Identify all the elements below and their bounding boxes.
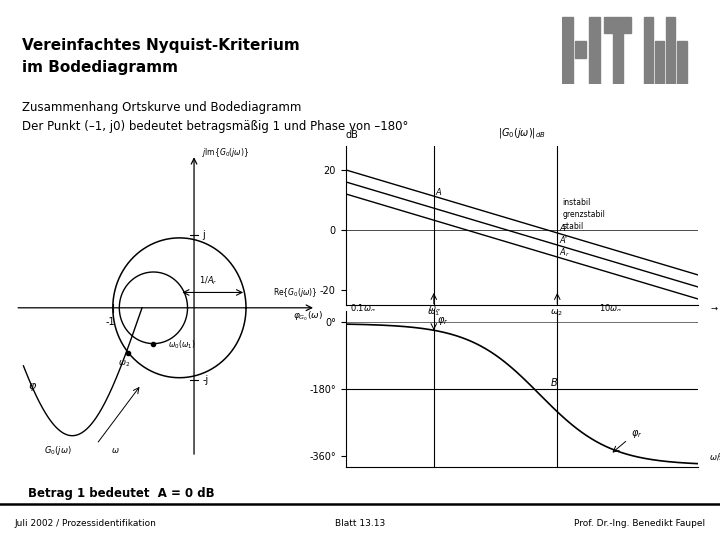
Text: -1: -1: [106, 317, 115, 327]
Text: $|G_0(j\omega)|_{dB}$: $|G_0(j\omega)|_{dB}$: [498, 126, 546, 140]
Text: $A_r$: $A_r$: [559, 246, 570, 259]
Bar: [575, 41, 587, 58]
Bar: [678, 41, 687, 84]
Text: $\rightarrow \omega$/s$^{-1}$: $\rightarrow \omega$/s$^{-1}$: [709, 301, 720, 314]
Text: -j: -j: [202, 375, 208, 385]
Text: 10$\omega_g$: 10$\omega_g$: [598, 302, 622, 315]
Text: $\varphi_r$: $\varphi_r$: [631, 428, 643, 440]
Text: $\omega_g$: $\omega_g$: [428, 305, 440, 315]
Text: Juli 2002 / Prozessidentifikation: Juli 2002 / Prozessidentifikation: [14, 519, 156, 528]
Text: Der Punkt (–1, j0) bedeutet betragsmäßig 1 und Phase von –180°: Der Punkt (–1, j0) bedeutet betragsmäßig…: [22, 120, 408, 133]
Bar: [589, 17, 600, 84]
Text: Re$\{G_0(j\omega)\}$: Re$\{G_0(j\omega)\}$: [273, 286, 318, 299]
Text: $\omega_0(\omega_1)$: $\omega_0(\omega_1)$: [168, 339, 195, 352]
Text: Vereinfachtes Nyquist-Kriterium: Vereinfachtes Nyquist-Kriterium: [22, 38, 300, 53]
Bar: [562, 17, 573, 84]
Text: $\varphi_r$: $\varphi_r$: [437, 315, 449, 327]
Text: $G_0(j\omega)$: $G_0(j\omega)$: [44, 444, 71, 457]
Text: $\omega_2$: $\omega_2$: [550, 307, 563, 318]
Text: $j$Im$\{G_0(j\omega)\}$: $j$Im$\{G_0(j\omega)\}$: [202, 146, 249, 159]
Text: $\omega_2$: $\omega_2$: [118, 359, 130, 369]
Text: B: B: [551, 378, 558, 388]
Text: Betrag 1 bedeutet  A = 0 dB: Betrag 1 bedeutet A = 0 dB: [27, 487, 214, 500]
Text: instabil: instabil: [562, 198, 591, 207]
Text: j: j: [202, 231, 205, 240]
Bar: [604, 17, 631, 32]
Text: Prof. Dr.-Ing. Benedikt Faupel: Prof. Dr.-Ing. Benedikt Faupel: [575, 519, 706, 528]
Text: $\omega_1$: $\omega_1$: [427, 307, 440, 318]
Text: A: A: [559, 225, 564, 233]
Text: dB: dB: [346, 130, 359, 140]
Text: $\omega$/s: $\omega$/s: [709, 451, 720, 462]
Text: grenzstabil: grenzstabil: [562, 211, 606, 219]
Text: stabil: stabil: [562, 222, 584, 232]
Bar: [655, 41, 665, 84]
Text: $1/A_r$: $1/A_r$: [199, 275, 218, 287]
Bar: [666, 17, 675, 84]
Text: 0,1$\omega_g$: 0,1$\omega_g$: [351, 302, 376, 315]
Text: A': A': [559, 237, 567, 246]
Bar: [613, 32, 623, 84]
Text: $\omega$: $\omega$: [111, 446, 120, 455]
Text: Blatt 13.13: Blatt 13.13: [335, 519, 385, 528]
Text: $\varphi_{G_0}(\omega)$: $\varphi_{G_0}(\omega)$: [292, 309, 323, 323]
Text: im Bodediagramm: im Bodediagramm: [22, 60, 178, 75]
Bar: [644, 17, 653, 84]
Text: A: A: [436, 187, 441, 197]
Text: Zusammenhang Ortskurve und Bodediagramm: Zusammenhang Ortskurve und Bodediagramm: [22, 102, 301, 114]
Text: $\varphi$: $\varphi$: [27, 381, 37, 393]
